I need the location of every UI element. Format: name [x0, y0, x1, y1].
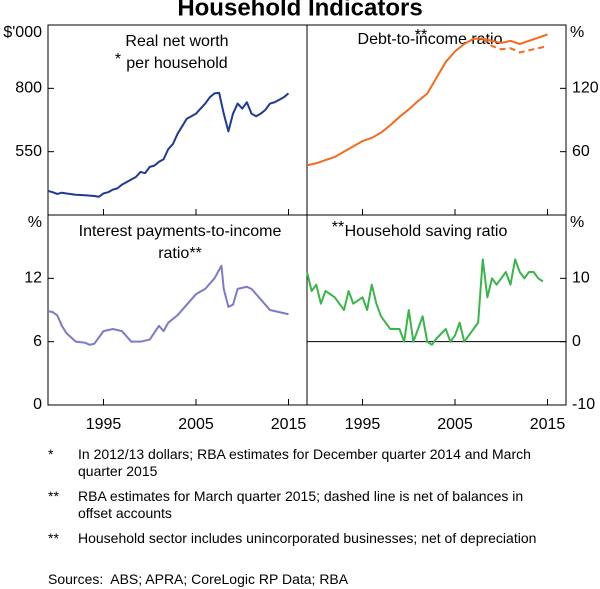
y-tick-label: 550 [15, 143, 42, 160]
unit-label: $'000 [3, 24, 42, 41]
y-tick-label: -10 [572, 396, 595, 413]
unit-label: % [28, 214, 42, 231]
panel-title: Debt-to-income ratio [358, 31, 503, 48]
footnote-marker: ** [48, 488, 59, 504]
annotation: * [115, 51, 121, 68]
y-tick-label: 6 [33, 333, 42, 350]
unit-label: % [570, 24, 584, 41]
footnote-marker: * [48, 446, 54, 462]
x-tick-label: 1995 [345, 416, 381, 433]
y-tick-label: 0 [33, 396, 42, 413]
panel-title: Interest payments-to-income [79, 223, 282, 240]
panel-title: ratio** [158, 245, 202, 262]
line-series [482, 37, 548, 54]
footnote-text: Household sector includes unincorporated… [78, 530, 537, 546]
line-series [306, 33, 548, 167]
panel-title: per household [126, 55, 227, 72]
chart: Household Indicators 550 800 $'000 Real net… [3, 0, 599, 433]
line-series [47, 91, 290, 198]
y-tick-label: 12 [24, 270, 42, 287]
x-tick-label: 2005 [437, 416, 473, 433]
annotation: ** [332, 219, 344, 236]
panel-title: Real net worth [125, 33, 228, 50]
footnote-text: RBA estimates for March quarter 2015; da… [78, 488, 524, 521]
chart-title: Household Indicators [177, 0, 422, 21]
x-tick-label: 2005 [178, 416, 214, 433]
line-series [47, 264, 289, 346]
y-tick-label: 60 [572, 143, 590, 160]
panel-title: Household saving ratio [345, 223, 508, 240]
footnote-marker: ** [48, 530, 59, 546]
annotation: ** [415, 27, 427, 44]
y-tick-label: 10 [572, 270, 590, 287]
footnote-text: In 2012/13 dollars; RBA estimates for De… [78, 446, 531, 479]
x-tick-label: 2015 [271, 416, 307, 433]
sources: Sources: ABS; APRA; CoreLogic RP Data; R… [48, 571, 349, 587]
x-tick-label: 1995 [86, 416, 122, 433]
y-tick-label: 800 [15, 80, 42, 97]
x-tick-label: 2015 [530, 416, 566, 433]
unit-label: % [570, 214, 584, 231]
y-tick-label: 0 [572, 333, 581, 350]
y-tick-label: 120 [572, 80, 599, 97]
line-series [306, 258, 544, 346]
